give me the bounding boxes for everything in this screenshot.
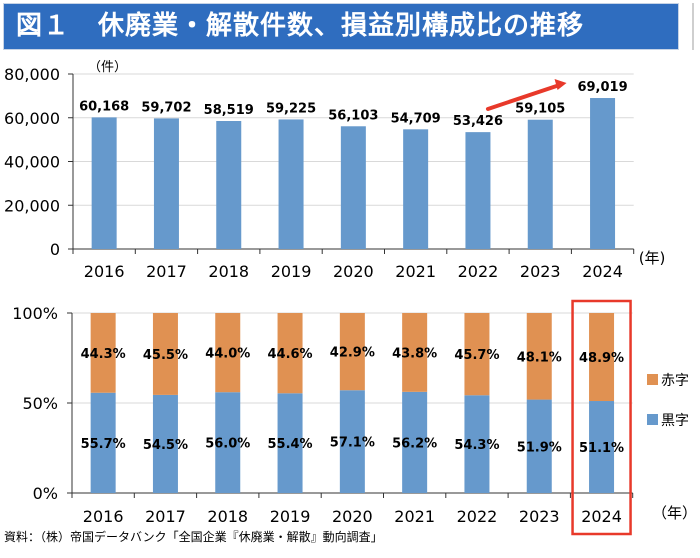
bar — [527, 119, 553, 249]
y-tick-label: 50% — [22, 394, 58, 413]
edge-divider — [692, 3, 694, 50]
y-tick-label: 40,000 — [4, 153, 60, 172]
data-label-loss: 44.0% — [205, 347, 250, 362]
bar-segment-profit — [277, 393, 303, 493]
y-unit-label: （件） — [88, 60, 127, 75]
bar — [91, 117, 117, 249]
bar — [340, 126, 366, 249]
trend-arrow-head — [554, 79, 567, 90]
x-tick-label: 2018 — [208, 262, 249, 281]
data-label-profit: 56.2% — [392, 436, 437, 451]
bar-segment-loss — [402, 313, 428, 392]
figure-label: 図１ — [16, 11, 71, 41]
figure-title: 休廃業・解散件数、損益別構成比の推移 — [98, 11, 585, 41]
y-tick-label: 20,000 — [4, 196, 60, 215]
bar-segment-loss — [90, 313, 116, 393]
x-tick-label: 2016 — [83, 507, 124, 526]
bar-segment-loss — [277, 313, 303, 394]
bar-segment-profit — [402, 391, 428, 493]
data-label: 56,103 — [328, 108, 378, 123]
bar — [278, 119, 304, 249]
data-label-profit: 54.3% — [454, 438, 499, 453]
bar — [153, 118, 179, 249]
trend-arrow-line — [485, 84, 559, 111]
x-tick-label: 2020 — [332, 507, 373, 526]
bar — [465, 132, 491, 249]
x-tick-label: 2024 — [581, 507, 622, 526]
x-tick-label: 2016 — [84, 262, 125, 281]
x-tick-label: 2022 — [457, 507, 498, 526]
x-tick-label: 2023 — [519, 507, 560, 526]
data-label-loss: 44.3% — [81, 347, 126, 362]
y-tick-label: 0% — [33, 484, 58, 503]
data-label-profit: 55.7% — [81, 437, 126, 452]
y-tick-label: 60,000 — [4, 109, 60, 128]
data-label: 59,105 — [515, 102, 565, 117]
x-tick-label: 2017 — [145, 507, 186, 526]
x-tick-label: 2019 — [271, 262, 312, 281]
data-label-loss: 48.1% — [517, 350, 562, 365]
data-label: 69,019 — [577, 80, 627, 95]
x-tick-label: 2021 — [395, 262, 436, 281]
bar-segment-profit — [589, 401, 615, 493]
bar-segment-loss — [152, 313, 178, 395]
legend-label: 赤字 — [661, 373, 689, 389]
bar-segment-profit — [152, 394, 178, 493]
bar-segment-profit — [526, 399, 552, 493]
x-unit-label: （年） — [652, 504, 697, 522]
data-label: 58,519 — [204, 103, 254, 118]
x-unit-label: (年) — [639, 249, 666, 267]
bar — [216, 120, 242, 249]
data-label-profit: 54.5% — [143, 438, 188, 453]
data-label: 53,426 — [453, 114, 503, 129]
data-label-profit: 51.1% — [579, 441, 624, 456]
data-label: 59,225 — [266, 101, 316, 116]
bar-segment-loss — [589, 313, 615, 402]
data-label-profit: 55.4% — [267, 437, 312, 452]
y-tick-label: 0 — [50, 240, 60, 259]
x-tick-label: 2019 — [270, 507, 311, 526]
data-label-profit: 51.9% — [517, 440, 562, 455]
x-tick-label: 2018 — [207, 507, 248, 526]
data-label: 54,709 — [391, 111, 441, 126]
x-tick-label: 2021 — [394, 507, 435, 526]
x-tick-label: 2020 — [333, 262, 374, 281]
data-label: 59,702 — [141, 100, 191, 115]
data-label-loss: 44.6% — [267, 347, 312, 362]
bar-segment-profit — [215, 392, 241, 493]
highlight-box — [571, 299, 632, 536]
figure-title-bar: 図１ 休廃業・解散件数、損益別構成比の推移 — [3, 3, 679, 50]
x-tick-label: 2024 — [582, 262, 623, 281]
data-label-loss: 43.8% — [392, 346, 437, 361]
y-tick-label: 100% — [12, 304, 58, 323]
data-label-profit: 57.1% — [330, 436, 375, 451]
data-label-profit: 56.0% — [205, 437, 250, 452]
x-tick-label: 2017 — [146, 262, 187, 281]
x-tick-label: 2022 — [458, 262, 499, 281]
bar — [403, 129, 429, 249]
data-label: 60,168 — [79, 99, 129, 114]
data-label-loss: 48.9% — [579, 351, 624, 366]
legend-label: 黒字 — [661, 413, 689, 429]
legend-swatch — [647, 374, 658, 385]
bar-segment-profit — [339, 390, 365, 493]
bar-segment-loss — [464, 313, 490, 396]
data-label-loss: 42.9% — [330, 346, 375, 361]
bar-segment-profit — [464, 395, 490, 493]
data-label-loss: 45.7% — [454, 348, 499, 363]
data-label-loss: 45.5% — [143, 348, 188, 363]
bar-segment-profit — [90, 392, 116, 493]
bar-segment-loss — [339, 313, 365, 391]
y-tick-label: 80,000 — [4, 65, 60, 84]
bar-segment-loss — [526, 313, 552, 400]
bar-segment-loss — [215, 313, 241, 393]
x-tick-label: 2023 — [520, 262, 561, 281]
source-note: 資料：（株）帝国データバンク「全国企業『休廃業・解散』動向調査」 — [4, 530, 383, 544]
bar — [590, 98, 616, 249]
legend-swatch — [647, 414, 658, 425]
